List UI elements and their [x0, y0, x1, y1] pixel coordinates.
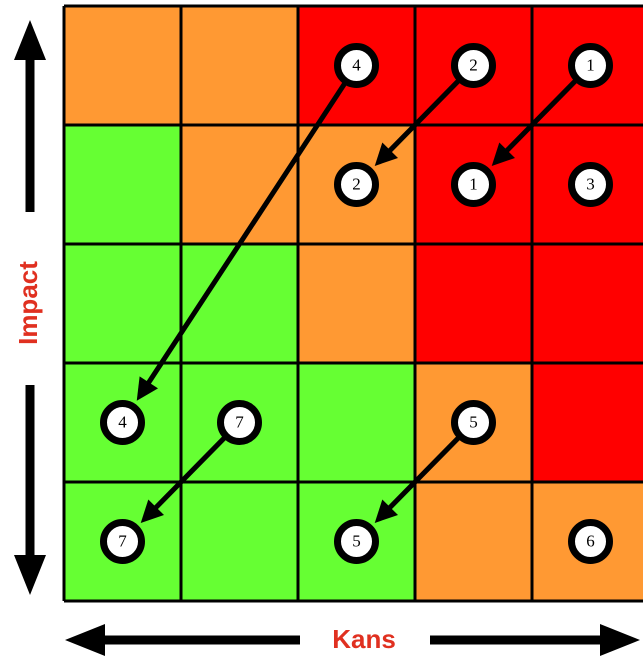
risk-marker-label: 3 — [586, 174, 595, 193]
matrix-cell-orange — [298, 244, 415, 363]
arrowhead-icon — [374, 142, 398, 166]
matrix-cells — [64, 6, 643, 601]
risk-marker-3: 3 — [568, 162, 613, 207]
risk-marker-label: 7 — [235, 412, 244, 431]
risk-marker-circle — [334, 519, 379, 564]
risk-marker-1: 1 — [568, 43, 613, 88]
arrowhead-icon — [140, 499, 164, 523]
risk-marker-label: 6 — [586, 531, 595, 550]
risk-marker-circle — [217, 400, 262, 445]
risk-marker-label: 7 — [118, 531, 127, 550]
arrow-left-icon — [65, 624, 105, 656]
kans-axis: Kans — [65, 624, 640, 656]
risk-marker-label: 5 — [352, 531, 361, 550]
kans-axis-label: Kans — [332, 624, 396, 654]
risk-marker-circle — [568, 162, 613, 207]
arrow-right-icon — [600, 624, 640, 656]
risk-marker-circle — [451, 400, 496, 445]
risk-marker-circle — [100, 519, 145, 564]
risk-marker-2: 2 — [334, 162, 379, 207]
movement-arrow-risk-7 — [145, 436, 226, 518]
risk-marker-circle — [568, 519, 613, 564]
risk-marker-circle — [451, 162, 496, 207]
risk-marker-5: 5 — [451, 400, 496, 445]
risk-marker-circle — [568, 43, 613, 88]
risk-marker-label: 2 — [469, 55, 478, 74]
risk-marker-label: 1 — [469, 174, 478, 193]
risk-marker-4: 4 — [334, 43, 379, 88]
risk-marker-1: 1 — [451, 162, 496, 207]
matrix-cell-green — [64, 244, 181, 363]
risk-marker-label: 5 — [469, 412, 478, 431]
risk-marker-label: 4 — [118, 412, 127, 431]
matrix-cell-red — [532, 363, 643, 482]
matrix-cell-green — [298, 363, 415, 482]
matrix-cell-orange — [415, 482, 532, 601]
risk-marker-6: 6 — [568, 519, 613, 564]
movement-arrow-risk-2 — [379, 79, 460, 161]
risk-marker-circle — [334, 43, 379, 88]
risk-marker-2: 2 — [451, 43, 496, 88]
arrowhead-icon — [491, 142, 515, 166]
matrix-cell-green — [64, 125, 181, 244]
arrow-up-icon — [14, 20, 46, 60]
movement-arrow-risk-1 — [496, 79, 577, 161]
matrix-cell-orange — [64, 6, 181, 125]
risk-marker-circle — [100, 400, 145, 445]
impact-axis: Impact — [13, 20, 46, 595]
matrix-cell-green — [181, 482, 298, 601]
matrix-cell-red — [415, 244, 532, 363]
risk-marker-circle — [334, 162, 379, 207]
movement-arrow-risk-4 — [140, 82, 347, 394]
risk-marker-label: 1 — [586, 55, 595, 74]
risk-marker-label: 4 — [352, 55, 361, 74]
risk-marker-4: 4 — [100, 400, 145, 445]
risk-marker-5: 5 — [334, 519, 379, 564]
arrow-down-icon — [14, 555, 46, 595]
risk-marker-circle — [451, 43, 496, 88]
matrix-cell-red — [532, 244, 643, 363]
movement-arrow-risk-5 — [379, 436, 460, 518]
matrix-cell-orange — [181, 6, 298, 125]
impact-axis-label: Impact — [13, 261, 43, 345]
risk-marker-7: 7 — [100, 519, 145, 564]
risk-marker-label: 2 — [352, 174, 361, 193]
arrowhead-icon — [136, 376, 159, 401]
movement-arrows — [136, 79, 577, 523]
risk-marker-7: 7 — [217, 400, 262, 445]
risk-markers: 4 2 1 2 1 3 4 7 5 7 5 6 — [100, 43, 613, 564]
arrowhead-icon — [374, 499, 398, 523]
